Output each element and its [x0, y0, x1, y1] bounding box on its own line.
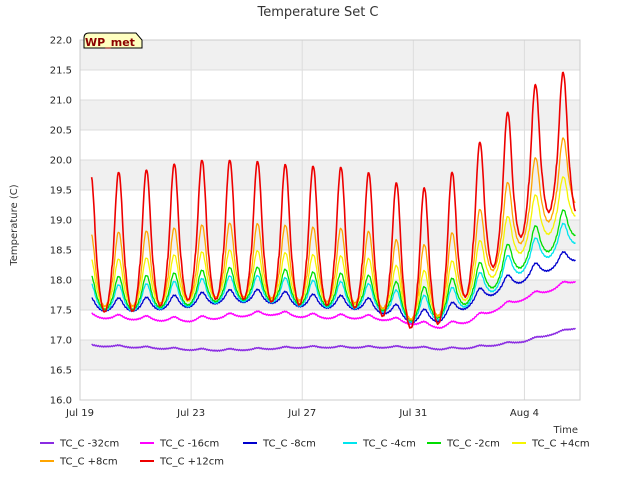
background-band — [80, 220, 580, 250]
y-tick-label: 18.5 — [50, 246, 72, 257]
series-line — [91, 176, 576, 320]
series-lines — [90, 71, 577, 352]
legend-label: TC_C -32cm — [59, 439, 119, 450]
y-tick-label: 21.0 — [50, 96, 72, 107]
legend-item: TC_C -16cm — [140, 439, 219, 450]
background-band — [80, 370, 580, 400]
legend-item: TC_C +12cm — [140, 457, 224, 468]
series-line — [91, 209, 576, 322]
legend-label: TC_C +4cm — [531, 439, 590, 450]
y-tick-label: 21.5 — [50, 66, 72, 77]
legend-item: TC_C -32cm — [40, 439, 119, 450]
y-tick-label: 19.0 — [50, 216, 72, 227]
series-line — [90, 71, 577, 329]
station-badge: WP_met — [83, 32, 143, 49]
y-tick-label: 17.0 — [50, 336, 72, 347]
legend-item: TC_C -4cm — [343, 439, 416, 450]
legend-item: TC_C -2cm — [427, 439, 500, 450]
x-tick-label: Aug 4 — [510, 408, 539, 419]
x-axis-ticks: Jul 19 Jul 23 Jul 27 Jul 31 Aug 4 — [65, 408, 539, 419]
legend-label: TC_C +8cm — [59, 457, 118, 468]
legend-item: TC_C +4cm — [512, 439, 590, 450]
background-band — [80, 310, 580, 340]
x-tick-label: Jul 31 — [398, 408, 427, 419]
legend-label: TC_C -4cm — [362, 439, 416, 450]
legend-label: TC_C +12cm — [159, 457, 224, 468]
series-line — [91, 222, 576, 324]
series-line — [91, 327, 576, 352]
chart-title: Temperature Set C — [256, 5, 378, 20]
background-band — [80, 100, 580, 130]
legend-item: TC_C -8cm — [243, 439, 316, 450]
y-tick-label: 19.5 — [50, 186, 72, 197]
background-band — [80, 160, 580, 190]
x-axis-label: Time — [553, 425, 578, 436]
station-badge-label: WP_met — [85, 36, 135, 49]
x-tick-label: Jul 23 — [176, 408, 205, 419]
series-line — [90, 137, 576, 321]
y-tick-label: 16.5 — [50, 366, 72, 377]
y-axis-label: Temperature (C) — [9, 184, 20, 266]
background-band — [80, 40, 580, 70]
y-tick-label: 20.5 — [50, 126, 72, 137]
background-band — [80, 70, 580, 100]
legend-item: TC_C +8cm — [40, 457, 118, 468]
y-tick-label: 16.0 — [50, 396, 72, 407]
legend-label: TC_C -16cm — [159, 439, 219, 450]
background-band — [80, 130, 580, 160]
background-band — [80, 190, 580, 220]
background-band — [80, 340, 580, 370]
legend: TC_C -32cm TC_C -16cm TC_C -8cm TC_C -4cm TC… — [40, 439, 590, 468]
grid-lines — [79, 39, 580, 401]
legend-label: TC_C -8cm — [262, 439, 316, 450]
y-tick-label: 20.0 — [50, 156, 72, 167]
y-tick-label: 18.0 — [50, 276, 72, 287]
series-line — [91, 251, 576, 324]
y-tick-label: 17.5 — [50, 306, 72, 317]
plot-area — [79, 39, 581, 401]
x-tick-label: Jul 19 — [65, 408, 94, 419]
y-tick-label: 22.0 — [50, 36, 72, 47]
x-tick-label: Jul 27 — [287, 408, 316, 419]
y-axis-ticks: 16.0 16.5 17.0 17.5 18.0 18.5 19.0 19.5 20.0 20.5… — [50, 36, 72, 407]
legend-label: TC_C -2cm — [446, 439, 500, 450]
series-line — [91, 280, 576, 329]
